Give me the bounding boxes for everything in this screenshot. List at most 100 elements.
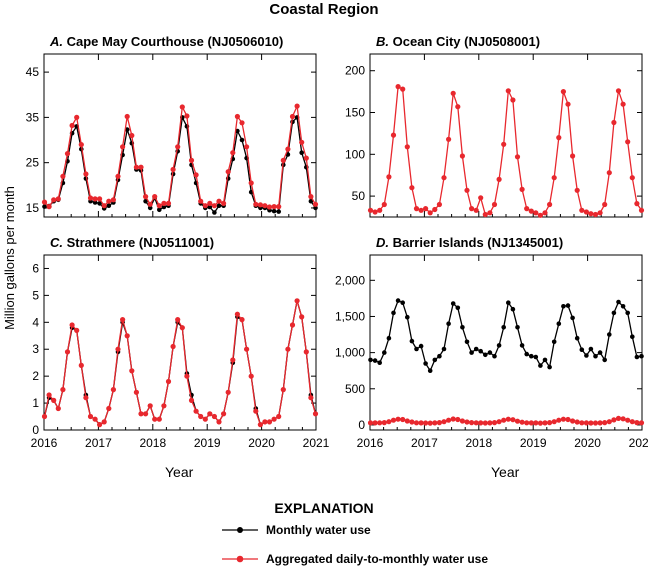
data-point-aggregated-barrier-islands bbox=[629, 419, 635, 425]
data-point-aggregated-ocean-city bbox=[487, 210, 493, 216]
data-point-aggregated-ocean-city bbox=[404, 144, 410, 150]
x-tick-label-strathmere: 2021 bbox=[303, 436, 330, 450]
data-point-aggregated-barrier-islands bbox=[579, 420, 585, 426]
panel-title-text-cape-may: Cape May Courthouse (NJ0506010) bbox=[67, 34, 284, 49]
y-tick-label-cape-may: 15 bbox=[26, 201, 40, 215]
data-point-monthly-barrier-islands bbox=[395, 298, 401, 303]
data-point-monthly-barrier-islands bbox=[423, 361, 428, 366]
data-point-aggregated-ocean-city bbox=[377, 207, 383, 213]
data-point-aggregated-ocean-city bbox=[634, 201, 640, 207]
data-point-aggregated-barrier-islands bbox=[597, 420, 603, 426]
data-point-aggregated-strathmere bbox=[147, 403, 153, 409]
x-tick-label-barrier-islands: 2021 bbox=[629, 436, 648, 450]
data-point-aggregated-strathmere bbox=[303, 349, 309, 355]
x-tick-label-strathmere: 2017 bbox=[85, 436, 112, 450]
data-point-aggregated-barrier-islands bbox=[528, 420, 534, 426]
y-tick-label-strathmere: 2 bbox=[32, 369, 39, 383]
data-point-monthly-barrier-islands bbox=[551, 339, 557, 345]
y-tick-label-strathmere: 3 bbox=[32, 342, 39, 356]
legend-item-aggregated: Aggregated daily-to-monthly water use bbox=[222, 551, 488, 567]
data-point-monthly-barrier-islands bbox=[611, 310, 617, 316]
data-point-aggregated-strathmere bbox=[193, 408, 199, 414]
data-point-aggregated-cape-may bbox=[106, 198, 112, 204]
data-point-aggregated-barrier-islands bbox=[505, 416, 511, 422]
data-point-aggregated-strathmere bbox=[225, 389, 231, 395]
data-point-aggregated-barrier-islands bbox=[432, 420, 438, 426]
data-point-monthly-cape-may bbox=[276, 209, 282, 214]
data-point-aggregated-barrier-islands bbox=[519, 419, 525, 425]
data-point-aggregated-strathmere bbox=[266, 419, 273, 425]
data-point-monthly-barrier-islands bbox=[441, 346, 447, 352]
data-point-aggregated-strathmere bbox=[239, 317, 245, 323]
data-point-monthly-barrier-islands bbox=[533, 354, 539, 360]
data-point-aggregated-cape-may bbox=[303, 155, 309, 161]
legend-swatch-monthly bbox=[222, 527, 258, 533]
data-point-monthly-barrier-islands bbox=[400, 300, 406, 306]
series-line-aggregated-cape-may bbox=[44, 103, 317, 208]
data-point-aggregated-cape-may bbox=[207, 200, 213, 206]
data-point-aggregated-strathmere bbox=[138, 411, 144, 417]
panel-letter-barrier-islands: D. bbox=[376, 235, 393, 250]
data-point-aggregated-barrier-islands bbox=[560, 416, 567, 422]
data-point-monthly-barrier-islands bbox=[634, 354, 640, 360]
data-point-aggregated-strathmere bbox=[184, 373, 190, 379]
data-point-aggregated-strathmere bbox=[152, 416, 158, 422]
data-point-aggregated-barrier-islands bbox=[427, 420, 433, 426]
data-point-monthly-barrier-islands bbox=[501, 325, 507, 330]
data-point-aggregated-ocean-city bbox=[418, 207, 424, 213]
data-point-aggregated-ocean-city bbox=[432, 206, 438, 213]
data-point-aggregated-ocean-city bbox=[606, 170, 612, 176]
data-point-aggregated-strathmere bbox=[216, 419, 222, 425]
data-point-aggregated-barrier-islands bbox=[482, 420, 488, 426]
data-point-aggregated-cape-may bbox=[97, 196, 103, 202]
panel-title-text-ocean-city: Ocean City (NJ0508001) bbox=[393, 34, 540, 49]
data-point-aggregated-barrier-islands bbox=[542, 420, 548, 426]
data-point-monthly-barrier-islands bbox=[519, 343, 525, 348]
main-title: Coastal Region bbox=[269, 1, 379, 18]
data-point-monthly-barrier-islands bbox=[446, 321, 451, 327]
panel-letter-ocean-city: B. bbox=[376, 34, 393, 49]
data-point-aggregated-ocean-city bbox=[423, 206, 429, 212]
data-point-aggregated-strathmere bbox=[234, 311, 240, 317]
data-point-aggregated-strathmere bbox=[280, 387, 286, 393]
data-point-monthly-cape-may bbox=[106, 203, 112, 208]
data-point-aggregated-cape-may bbox=[184, 113, 190, 119]
data-point-aggregated-ocean-city bbox=[524, 206, 530, 212]
data-point-aggregated-barrier-islands bbox=[602, 420, 608, 426]
data-point-monthly-barrier-islands bbox=[570, 315, 575, 321]
plot-frame-ocean-city bbox=[369, 53, 643, 218]
data-point-monthly-barrier-islands bbox=[556, 321, 562, 327]
data-point-aggregated-cape-may bbox=[294, 103, 300, 109]
data-point-monthly-barrier-islands bbox=[593, 353, 598, 359]
data-point-aggregated-barrier-islands bbox=[367, 420, 374, 426]
data-point-aggregated-strathmere bbox=[175, 317, 181, 323]
data-point-aggregated-ocean-city bbox=[400, 86, 406, 92]
data-point-aggregated-cape-may bbox=[188, 157, 195, 163]
data-point-aggregated-barrier-islands bbox=[386, 419, 392, 425]
data-point-aggregated-cape-may bbox=[285, 146, 291, 152]
panel-title-text-barrier-islands: Barrier Islands (NJ1345001) bbox=[393, 235, 564, 250]
data-point-aggregated-strathmere bbox=[161, 403, 167, 409]
data-point-aggregated-barrier-islands bbox=[441, 419, 447, 425]
data-point-aggregated-ocean-city bbox=[547, 201, 553, 208]
data-point-aggregated-barrier-islands bbox=[473, 420, 479, 426]
data-point-aggregated-strathmere bbox=[124, 333, 130, 339]
data-point-monthly-barrier-islands bbox=[607, 332, 612, 337]
data-point-monthly-barrier-islands bbox=[464, 339, 470, 345]
data-point-aggregated-cape-may bbox=[234, 113, 240, 120]
data-point-aggregated-cape-may bbox=[41, 199, 48, 205]
x-tick-label-barrier-islands: 2017 bbox=[411, 436, 438, 450]
data-point-aggregated-barrier-islands bbox=[487, 420, 493, 426]
data-point-aggregated-strathmere bbox=[289, 322, 296, 328]
plot-frame-strathmere bbox=[43, 254, 317, 431]
data-point-monthly-barrier-islands bbox=[405, 314, 410, 320]
data-point-aggregated-barrier-islands bbox=[611, 417, 617, 423]
data-point-monthly-barrier-islands bbox=[579, 347, 585, 353]
data-point-aggregated-barrier-islands bbox=[514, 418, 521, 424]
y-tick-label-ocean-city: 200 bbox=[345, 64, 365, 78]
data-point-aggregated-barrier-islands bbox=[501, 417, 507, 423]
data-point-aggregated-cape-may bbox=[60, 173, 66, 179]
data-point-monthly-barrier-islands bbox=[469, 350, 474, 355]
data-point-aggregated-ocean-city bbox=[615, 88, 622, 94]
data-point-aggregated-strathmere bbox=[74, 327, 80, 333]
